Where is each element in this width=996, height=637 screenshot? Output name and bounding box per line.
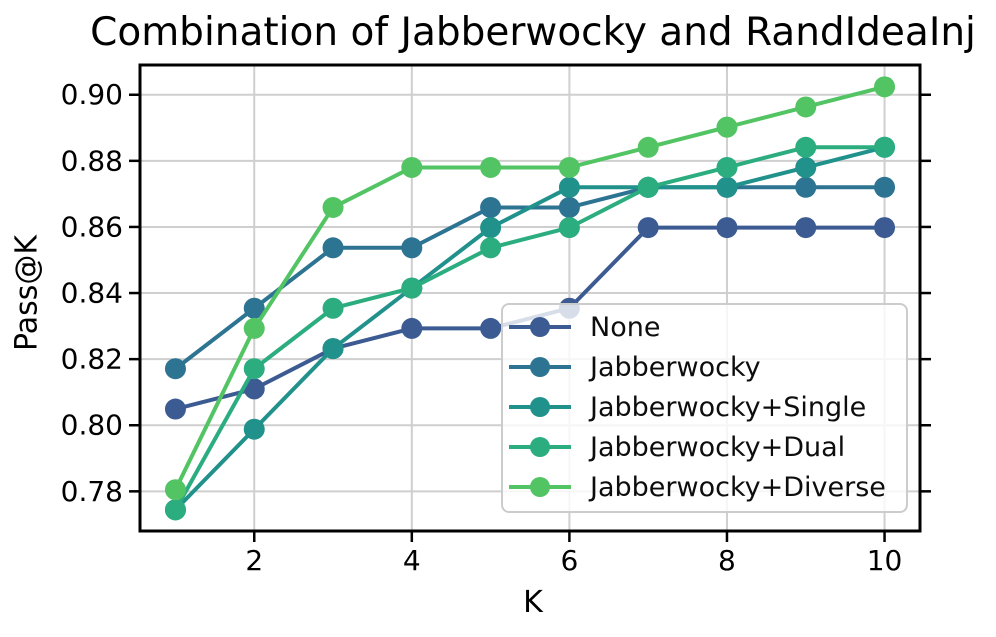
data-point-none bbox=[401, 317, 423, 339]
y-tick-label: 0.84 bbox=[61, 277, 123, 310]
legend-marker-jabberwocky-diverse bbox=[509, 477, 571, 497]
data-point-none bbox=[874, 217, 896, 239]
data-point-jabberwocky-diverse bbox=[401, 156, 423, 178]
data-point-jabberwocky-single bbox=[716, 176, 738, 198]
data-point-jabberwocky-dual bbox=[795, 136, 817, 158]
legend-item-jabberwocky-dual: Jabberwocky+Dual bbox=[508, 427, 906, 467]
data-point-jabberwocky-single bbox=[480, 217, 502, 239]
legend-label-jabberwocky-single: Jabberwocky+Single bbox=[590, 391, 867, 423]
legend: None Jabberwocky Jabberwocky+Single Jabberw… bbox=[501, 303, 908, 513]
series-line-jabberwocky-single bbox=[173, 145, 887, 512]
x-axis-label: K bbox=[523, 585, 543, 620]
chart-title: Combination of Jabberwocky and RandIdeaI… bbox=[90, 10, 976, 55]
data-point-jabberwocky-single bbox=[322, 338, 344, 360]
y-tick-label: 0.90 bbox=[61, 78, 123, 111]
y-tick-label: 0.82 bbox=[61, 343, 123, 376]
x-tick-label: 8 bbox=[718, 544, 736, 577]
data-point-jabberwocky-diverse bbox=[637, 136, 659, 158]
data-point-jabberwocky-single bbox=[558, 176, 580, 198]
data-point-jabberwocky-diverse bbox=[164, 479, 186, 501]
data-point-jabberwocky-dual bbox=[243, 358, 265, 380]
x-tick-label: 4 bbox=[403, 544, 421, 577]
data-point-jabberwocky-dual bbox=[164, 499, 186, 521]
x-tick-label: 2 bbox=[245, 544, 263, 577]
data-point-jabberwocky-diverse bbox=[243, 317, 265, 339]
data-point-none bbox=[480, 317, 502, 339]
data-point-none bbox=[637, 217, 659, 239]
data-point-none bbox=[164, 398, 186, 420]
y-tick-label: 0.86 bbox=[61, 210, 123, 243]
legend-marker-jabberwocky bbox=[509, 357, 571, 377]
legend-marker-none bbox=[509, 317, 571, 337]
data-point-jabberwocky-dual bbox=[480, 237, 502, 259]
data-point-jabberwocky-dual bbox=[322, 297, 344, 319]
data-point-jabberwocky-diverse bbox=[322, 196, 344, 218]
legend-label-jabberwocky: Jabberwocky bbox=[590, 351, 761, 383]
legend-label-jabberwocky-dual: Jabberwocky+Dual bbox=[590, 431, 846, 463]
data-point-jabberwocky bbox=[558, 196, 580, 218]
data-point-jabberwocky bbox=[164, 358, 186, 380]
data-point-jabberwocky-dual bbox=[558, 217, 580, 239]
legend-item-jabberwocky-single: Jabberwocky+Single bbox=[508, 387, 906, 427]
legend-item-jabberwocky: Jabberwocky bbox=[508, 347, 906, 387]
legend-marker-jabberwocky-single bbox=[509, 397, 571, 417]
y-axis-label: Pass@K bbox=[9, 234, 45, 352]
data-point-jabberwocky-diverse bbox=[558, 156, 580, 178]
data-point-jabberwocky-diverse bbox=[795, 96, 817, 118]
data-point-none bbox=[243, 378, 265, 400]
y-tick-label: 0.80 bbox=[61, 409, 123, 442]
legend-label-none: None bbox=[590, 311, 661, 343]
data-point-jabberwocky-single bbox=[795, 156, 817, 178]
data-point-jabberwocky bbox=[322, 237, 344, 259]
y-tick-label: 0.78 bbox=[61, 475, 123, 508]
series-line-jabberwocky-dual bbox=[173, 145, 887, 512]
data-point-jabberwocky-dual bbox=[874, 136, 896, 158]
legend-item-jabberwocky-diverse: Jabberwocky+Diverse bbox=[508, 467, 906, 507]
data-point-none bbox=[795, 217, 817, 239]
data-point-none bbox=[716, 217, 738, 239]
data-point-jabberwocky-diverse bbox=[480, 156, 502, 178]
data-point-jabberwocky-diverse bbox=[716, 116, 738, 138]
legend-item-none: None bbox=[508, 307, 906, 347]
legend-label-jabberwocky-diverse: Jabberwocky+Diverse bbox=[590, 471, 886, 503]
data-point-jabberwocky bbox=[795, 176, 817, 198]
data-point-jabberwocky-dual bbox=[401, 277, 423, 299]
data-point-jabberwocky bbox=[874, 176, 896, 198]
data-point-jabberwocky bbox=[401, 237, 423, 259]
axes-frame bbox=[138, 63, 922, 533]
x-tick-label: 6 bbox=[560, 544, 578, 577]
data-point-jabberwocky-dual bbox=[637, 176, 659, 198]
x-tick-label: 10 bbox=[867, 544, 903, 577]
legend-marker-jabberwocky-dual bbox=[509, 437, 571, 457]
data-point-jabberwocky bbox=[480, 196, 502, 218]
series-line-jabberwocky-diverse bbox=[173, 84, 887, 492]
data-point-jabberwocky-single bbox=[243, 418, 265, 440]
data-point-jabberwocky-diverse bbox=[874, 76, 896, 98]
data-point-jabberwocky-dual bbox=[716, 156, 738, 178]
data-point-jabberwocky bbox=[243, 297, 265, 319]
y-tick-label: 0.88 bbox=[61, 144, 123, 177]
